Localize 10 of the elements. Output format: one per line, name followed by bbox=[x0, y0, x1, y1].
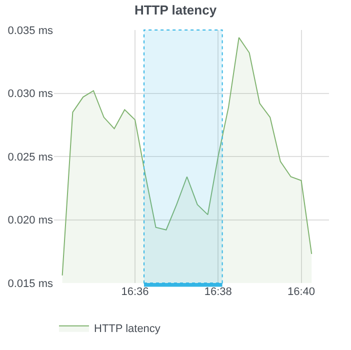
y-tick-label: 0.030 ms bbox=[8, 88, 54, 100]
y-tick-label: 0.015 ms bbox=[8, 278, 54, 290]
chart-title: HTTP latency bbox=[134, 2, 218, 18]
x-tick-label: 16:36 bbox=[121, 286, 149, 298]
y-tick-label: 0.020 ms bbox=[8, 214, 54, 227]
x-tick-label: 16:38 bbox=[204, 286, 232, 298]
y-tick-label: 0.035 ms bbox=[8, 24, 54, 37]
legend-label: HTTP latency bbox=[94, 323, 161, 336]
y-tick-label: 0.025 ms bbox=[8, 151, 54, 164]
x-tick-label: 16:40 bbox=[287, 286, 316, 298]
